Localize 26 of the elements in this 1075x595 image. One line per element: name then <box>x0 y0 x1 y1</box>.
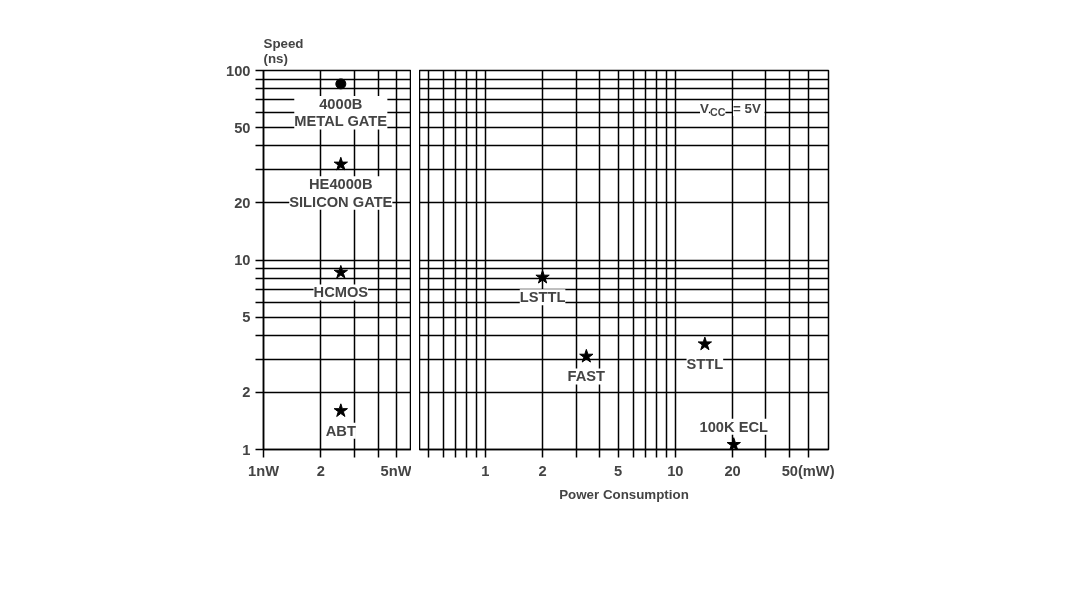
x-axis-title: Power Consumption <box>559 486 689 502</box>
x-tick-label: 10 <box>667 462 684 479</box>
x-tick-label: 2 <box>316 462 325 479</box>
y-tick-label: 1 <box>242 441 251 458</box>
series-label: HCMOS <box>313 284 369 301</box>
x-tick-label: 5 <box>614 462 623 479</box>
series-label: ABT <box>325 422 356 439</box>
series-label: 4000B METAL GATE <box>294 95 388 130</box>
y-tick-label: 20 <box>234 194 251 211</box>
x-tick-label: 1nW <box>248 462 280 479</box>
y-tick-label: 10 <box>234 252 251 268</box>
series-label: 100K ECL <box>699 418 769 435</box>
x-tick-label: 1 <box>481 462 490 479</box>
x-tick-label: 5nW <box>380 462 412 479</box>
series-label: HE4000B SILICON GATE <box>289 176 393 210</box>
x-tick-label: 50(mW) <box>781 462 835 479</box>
series-label: FAST <box>567 368 606 385</box>
y-tick-label: 50 <box>234 119 251 136</box>
y-axis-title: Speed (ns) <box>263 35 304 66</box>
x-tick-label: 20 <box>724 462 741 479</box>
series-label: STTL <box>686 356 724 373</box>
y-tick-label: 100 <box>226 62 251 79</box>
y-tick-label: 5 <box>242 309 251 326</box>
y-tick-label: 2 <box>242 384 251 401</box>
x-tick-label: 2 <box>538 462 547 479</box>
series-label: LSTTL <box>519 289 566 306</box>
